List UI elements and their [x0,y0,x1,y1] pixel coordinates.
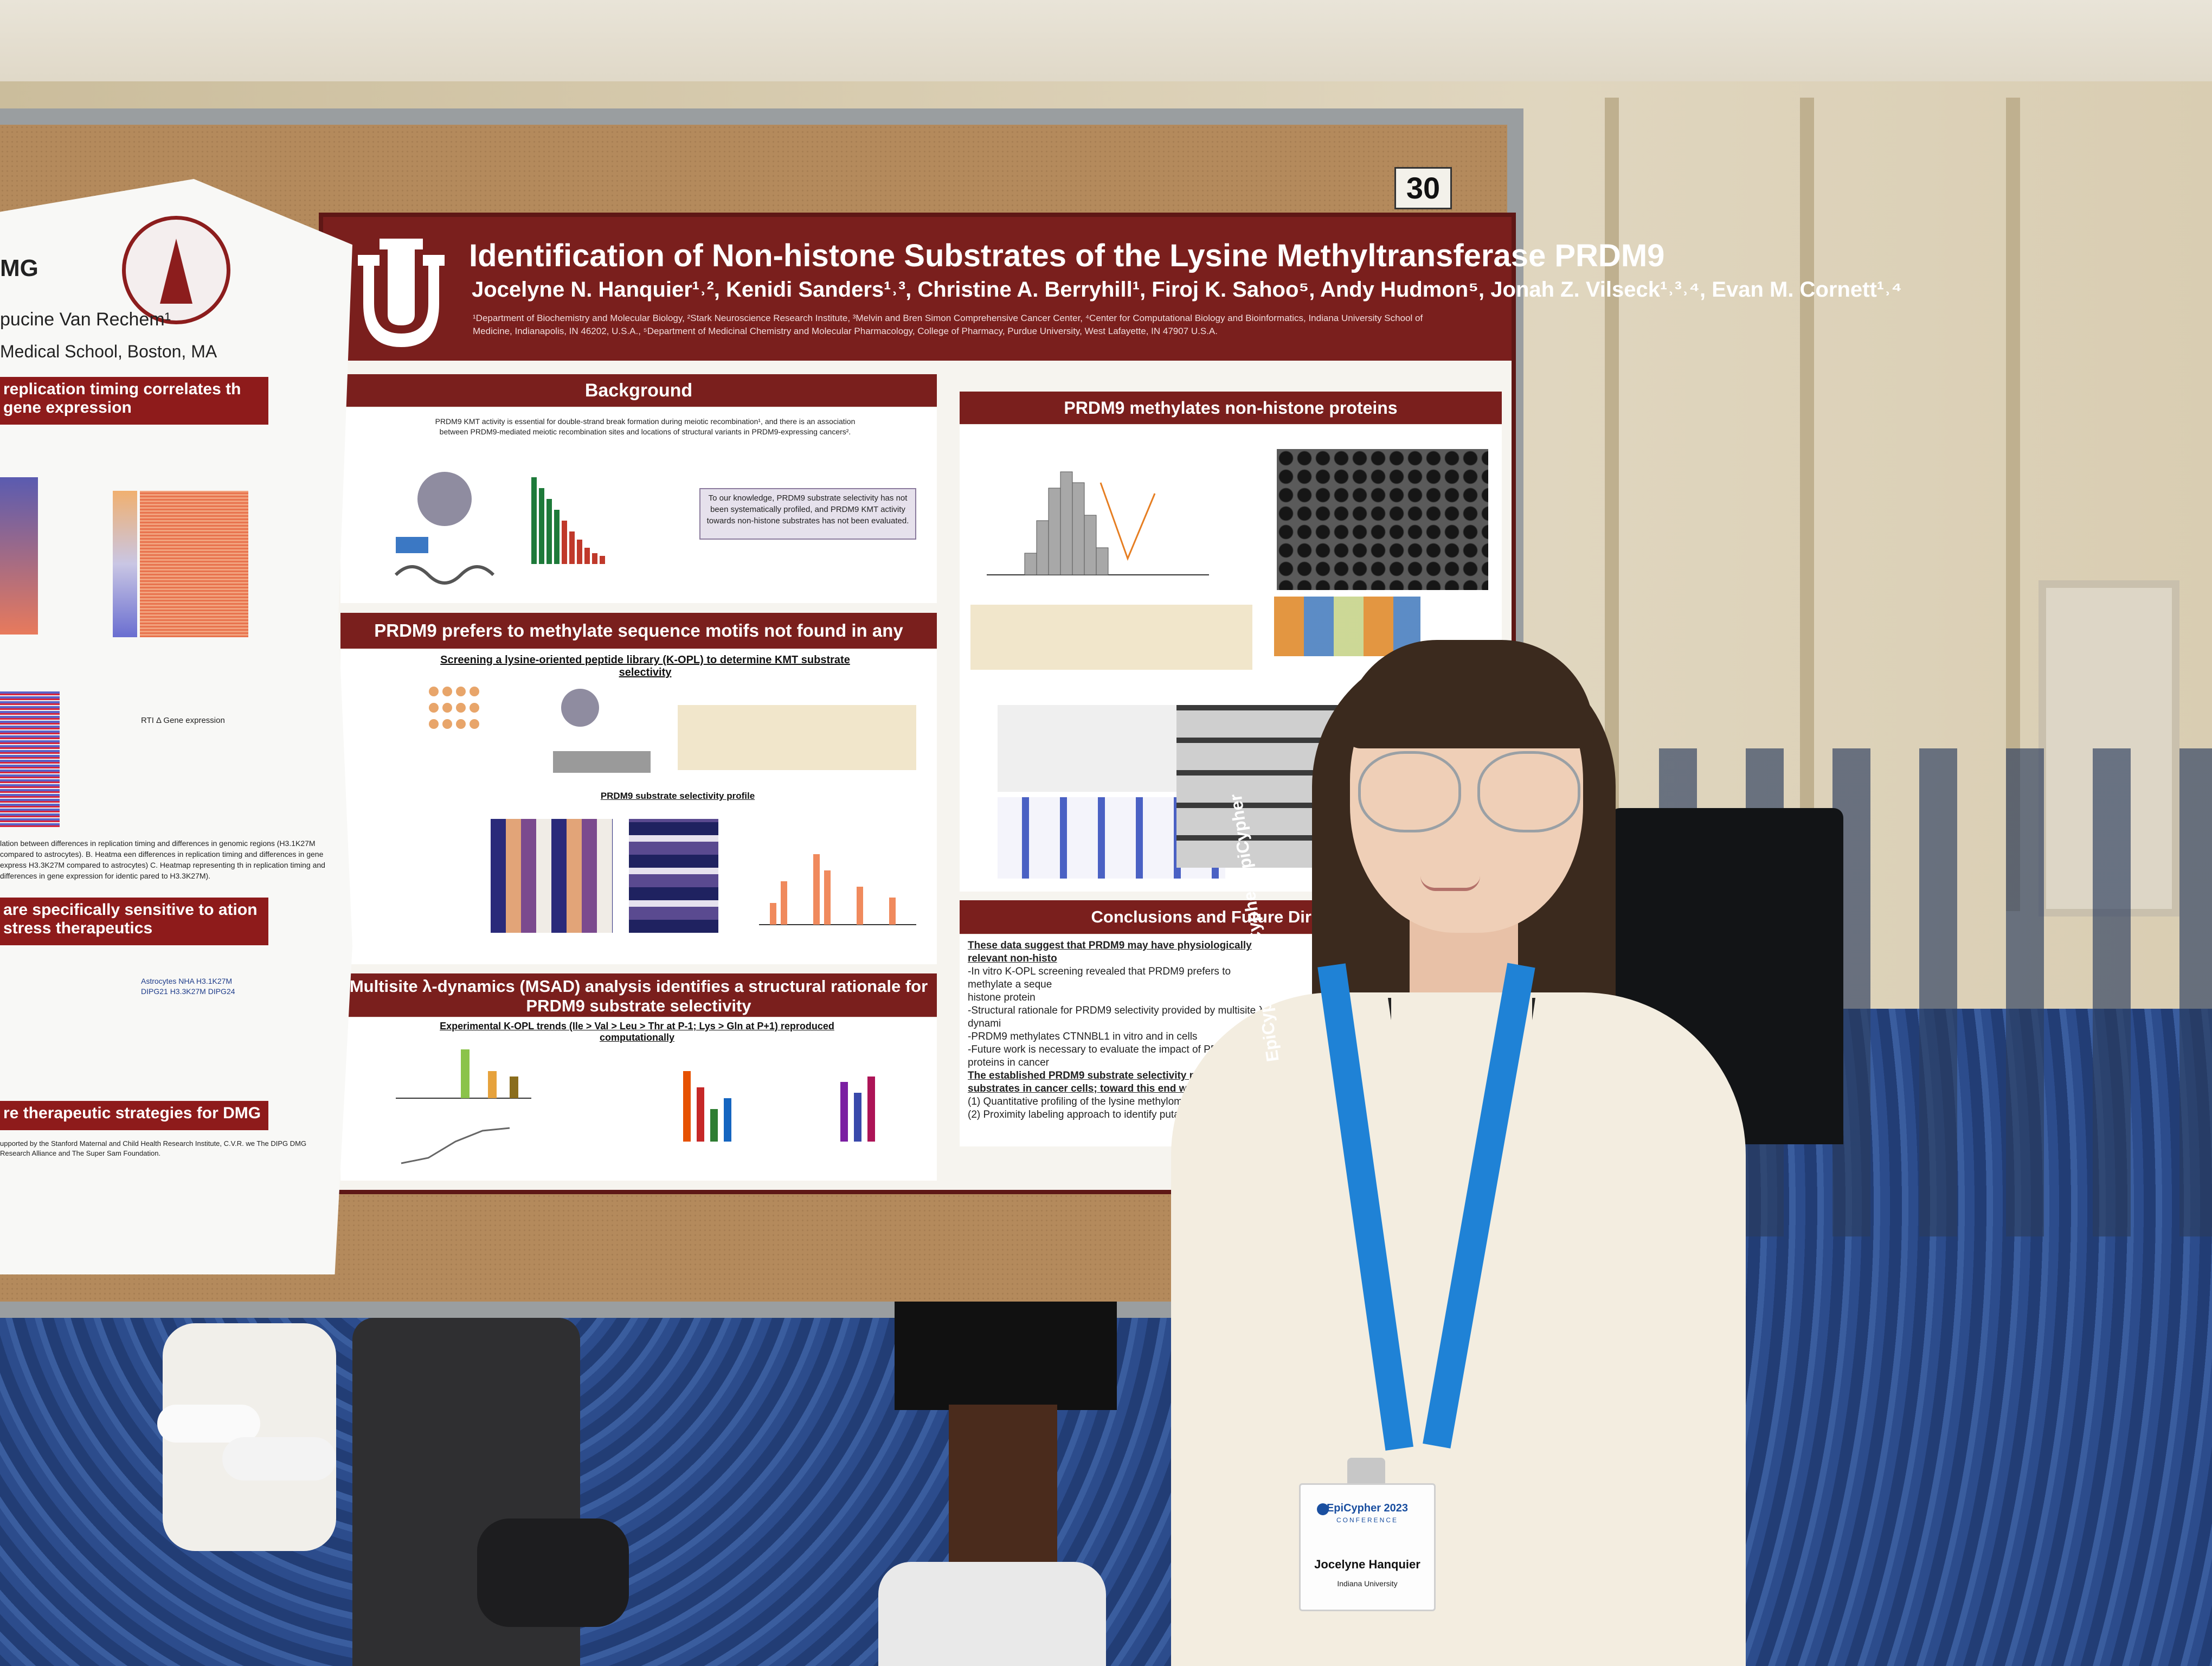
dot-blot-array [1277,449,1488,590]
board-number-label: 30 [1394,167,1452,209]
left-poster-heatmap [0,477,38,635]
presenter-hair-top [1345,640,1594,748]
conclusion-line: (1) Quantitative profiling of the lysine… [968,1096,1199,1107]
motif-method-callout [678,705,916,770]
badge-name: Jocelyne Hanquier [1314,1558,1420,1571]
msad-bar-chart [396,1049,531,1164]
conclusion-line: -In vitro K-OPL screening revealed that … [968,966,1231,990]
left-poster-heatmap [140,491,248,637]
white-sandal [222,1437,336,1481]
left-poster-section-heading: are specifically sensitive to ation stre… [0,898,268,945]
pssm-histogram [987,471,1209,575]
passerby-shoe [477,1518,629,1627]
badge-organization: Indiana University [1337,1579,1398,1588]
conclusion-line: (2) Proximity labeling approach to ident… [968,1109,1190,1120]
signal-bar-chart [759,854,916,925]
msad-energy-charts [683,1071,875,1142]
background-callout: To our knowledge, PRDM9 substrate select… [699,488,916,540]
msad-section-panel [340,1018,937,1181]
left-poster-affiliation: Medical School, Boston, MA [0,342,217,361]
background-heading: Background [340,374,937,407]
prdm9-structure-figure [394,472,495,585]
poster-affiliations: ¹Department of Biochemistry and Molecula… [473,313,1423,336]
conclusion-line: The established PRDM9 substrate selectiv… [968,1070,1212,1081]
substrate-motif-cells [1274,597,1420,656]
conclusion-line: These data suggest that PRDM9 may have p… [968,940,1252,964]
kopl-screen-subheading: Screening a lysine-oriented peptide libr… [440,654,850,678]
iu-trident-logo [358,239,445,347]
motif-section-heading: PRDM9 prefers to methylate sequence moti… [340,613,937,676]
position-normalized-heatmap [491,819,613,933]
poster-title: Identification of Non-histone Substrates… [469,238,1665,273]
conclusion-line: -Future work is necessary to evaluate th… [968,1044,1248,1055]
conclusion-line: substrates in cancer cells; toward this … [968,1083,1204,1094]
left-poster-heatmap [0,691,60,827]
background-bar-chart [531,477,605,564]
nonhistone-section-heading: PRDM9 methylates non-histone proteins [960,392,1502,424]
epicypher-logo-icon [1317,1503,1329,1515]
left-poster-legend: RTI Δ Gene expression [141,716,225,725]
kopl-library-diagram [429,687,651,773]
passerby-sneaker [878,1562,1106,1666]
conclusion-line: -PRDM9 methylates CTNNBL1 in vitro and i… [968,1031,1198,1042]
left-poster-title: MG [0,255,38,281]
left-poster-section-heading: re therapeutic strategies for DMG [0,1101,268,1130]
badge-brand: EpiCypher 2023 [1326,1502,1409,1514]
left-poster-heatmap [113,491,137,637]
white-sandal [157,1405,260,1443]
conclusion-line: proteins in cancer [968,1057,1049,1068]
left-poster-caption: lation between differences in replicatio… [0,839,325,880]
nonhistone-figure-caption [970,605,1252,670]
conclusion-line: histone protein [968,992,1036,1003]
glasses-lens-right [1477,751,1580,832]
glasses-lens-left [1358,751,1461,832]
left-poster-section-heading: replication timing correlates th gene ex… [0,377,268,425]
passerby-shorts [895,1302,1117,1410]
presenter-smile [1420,876,1480,891]
background-text: PRDM9 KMT activity is essential for doub… [435,417,856,436]
left-poster-footer: upported by the Stanford Maternal and Ch… [0,1139,307,1157]
msad-subheading: Experimental K-OPL trends (Ile > Val > L… [440,1021,834,1043]
selectivity-profile-subheading: PRDM9 substrate selectivity profile [600,791,755,801]
left-poster-authors: pucine Van Rechem¹ [0,309,171,330]
badge-subtitle: CONFERENCE [1336,1516,1398,1524]
poster-header [323,217,1512,361]
poster-authors: Jocelyne N. Hanquier¹˒², Kenidi Sanders¹… [472,278,1902,302]
conclusions-text: These data suggest that PRDM9 may have p… [968,939,1271,1122]
left-poster-cell-lines: Astrocytes NHA H3.1K27M DIPG21 H3.3K27M … [141,977,235,996]
conclusion-line: -Structural rationale for PRDM9 selectiv… [968,1005,1268,1029]
globally-normalized-heatmap [629,819,718,933]
msad-section-heading: Multisite λ-dynamics (MSAD) analysis ide… [340,973,937,1017]
